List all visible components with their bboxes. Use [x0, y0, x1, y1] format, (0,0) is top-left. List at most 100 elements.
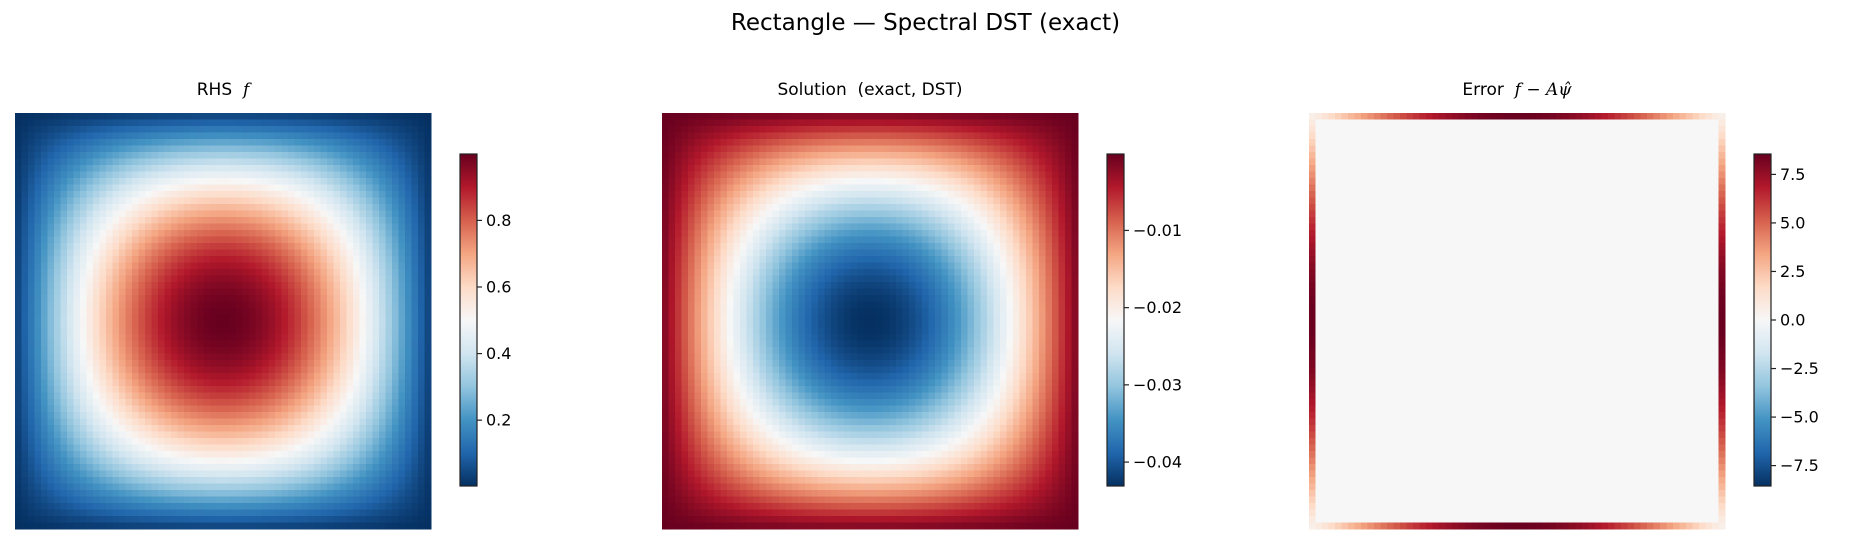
heatmap-cell	[275, 236, 282, 244]
heatmap-cell	[171, 444, 178, 452]
heatmap-cell	[158, 145, 165, 153]
heatmap-cell	[164, 178, 172, 185]
heatmap-cell	[216, 509, 224, 517]
heatmap-cell	[314, 340, 321, 348]
heatmap-cell	[93, 269, 100, 276]
heatmap-cell	[935, 145, 942, 153]
heatmap-cell	[138, 366, 146, 374]
heatmap-cell	[184, 282, 191, 289]
heatmap-cell	[28, 503, 35, 510]
heatmap-cell	[385, 171, 393, 179]
heatmap-cell	[41, 490, 48, 497]
heatmap-cell	[28, 444, 35, 452]
heatmap-cell	[125, 418, 133, 426]
heatmap-cell	[15, 334, 22, 341]
heatmap-cell	[249, 152, 256, 159]
heatmap-cell	[41, 509, 48, 517]
heatmap-cell	[249, 418, 256, 426]
heatmap-cell	[993, 119, 1001, 127]
heatmap-cell	[392, 353, 399, 361]
heatmap-cell	[106, 249, 113, 257]
heatmap-cell	[119, 340, 126, 348]
heatmap-cell	[974, 113, 981, 120]
heatmap-cell	[746, 158, 754, 166]
heatmap-cell	[210, 516, 217, 523]
heatmap-cell	[281, 288, 289, 296]
heatmap-cell	[47, 464, 55, 471]
heatmap-cell	[915, 184, 923, 192]
heatmap-cell	[138, 119, 146, 127]
heatmap-cell	[41, 425, 48, 432]
heatmap-cell	[255, 321, 263, 328]
heatmap-cell	[980, 191, 988, 198]
heatmap-cell	[67, 418, 74, 426]
heatmap-cell	[346, 314, 354, 322]
heatmap-cell	[275, 230, 282, 237]
heatmap-cell	[353, 483, 360, 491]
heatmap-cell	[223, 457, 230, 465]
heatmap-cell	[249, 457, 256, 465]
heatmap-cell	[262, 399, 269, 406]
heatmap-cell	[99, 139, 107, 146]
heatmap-cell	[831, 145, 838, 153]
heatmap-cell	[99, 457, 107, 465]
heatmap-cell	[197, 119, 204, 127]
heatmap-cell	[353, 379, 360, 387]
heatmap-cell	[759, 132, 767, 140]
heatmap-cell	[398, 132, 406, 140]
heatmap-cell	[301, 451, 308, 458]
heatmap-cell	[1058, 145, 1066, 153]
panel-title-text: Error	[1462, 80, 1504, 100]
heatmap-cell	[385, 464, 393, 471]
heatmap-cell	[980, 171, 988, 179]
heatmap-cell	[392, 126, 399, 133]
heatmap-cell	[47, 256, 55, 263]
heatmap-cell	[171, 236, 178, 244]
heatmap-cell	[385, 119, 393, 127]
heatmap-cell	[242, 314, 250, 322]
heatmap-cell	[177, 282, 185, 289]
heatmap-cell	[255, 327, 263, 335]
heatmap-cell	[28, 275, 35, 283]
heatmap-cell	[411, 431, 419, 439]
heatmap-cell	[197, 477, 204, 484]
heatmap-cell	[857, 184, 864, 192]
heatmap-cell	[372, 243, 380, 250]
heatmap-cell	[262, 223, 269, 231]
heatmap-cell	[151, 483, 159, 491]
heatmap-cell	[359, 236, 367, 244]
heatmap-cell	[772, 152, 780, 159]
heatmap-cell	[171, 470, 178, 478]
heatmap-cell	[359, 262, 367, 270]
heatmap-cell	[268, 470, 276, 478]
heatmap-cell	[314, 197, 321, 205]
heatmap-cell	[392, 295, 399, 302]
heatmap-cell	[67, 262, 74, 270]
heatmap-cell	[902, 197, 910, 205]
heatmap-cell	[301, 217, 308, 224]
heatmap-cell	[398, 256, 406, 263]
heatmap-cell	[405, 418, 412, 426]
heatmap-cell	[707, 126, 715, 133]
heatmap-panel-1	[662, 113, 1079, 530]
heatmap-cell	[805, 152, 812, 159]
heatmap-cell	[138, 405, 146, 413]
heatmap-cell	[818, 184, 825, 192]
heatmap-cell	[688, 132, 695, 140]
heatmap-cell	[701, 171, 708, 179]
heatmap-cell	[190, 295, 198, 302]
heatmap-cell	[255, 275, 263, 283]
heatmap-cell	[392, 503, 399, 510]
heatmap-cell	[158, 223, 165, 231]
heatmap-cell	[21, 126, 29, 133]
heatmap-cell	[1065, 184, 1072, 192]
heatmap-cell	[164, 230, 172, 237]
heatmap-cell	[902, 152, 910, 159]
heatmap-cell	[28, 334, 35, 341]
heatmap-cell	[216, 171, 224, 179]
heatmap-cell	[353, 425, 360, 432]
heatmap-cell	[99, 438, 107, 445]
heatmap-cell	[811, 171, 819, 179]
heatmap-cell	[164, 197, 172, 205]
heatmap-cell	[255, 308, 263, 315]
